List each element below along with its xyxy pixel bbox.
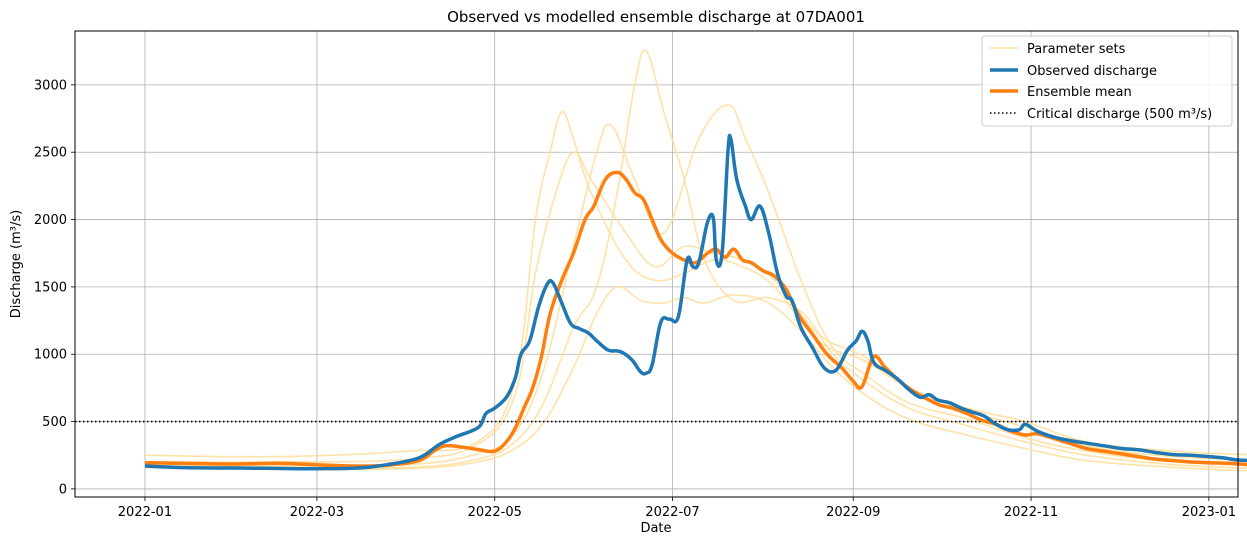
- legend-label-observed: Observed discharge: [1027, 64, 1157, 79]
- x-axis-label: Date: [640, 521, 671, 536]
- parameter-set-line-5: [144, 285, 1247, 472]
- legend-label-parameter-sets: Parameter sets: [1027, 42, 1126, 57]
- x-tick-label: 2022-05: [468, 505, 522, 520]
- x-axis-ticks: 2022-01 2022-03 2022-05 2022-07 2022-09 2022-…: [118, 497, 1236, 520]
- observed-group: [144, 133, 1247, 471]
- ensemble-mean-group: [144, 170, 1247, 468]
- plot-frame: [74, 30, 1239, 498]
- y-axis-ticks: 0 500 1000 1500 2000 2500 3000: [34, 78, 75, 497]
- legend-label-critical: Critical discharge (500 m³/s): [1027, 107, 1212, 122]
- x-tick-label: 2022-01: [118, 505, 172, 520]
- x-tick-label: 2022-11: [1004, 505, 1058, 520]
- legend-box: [981, 35, 1233, 127]
- x-tick-label: 2022-09: [826, 505, 880, 520]
- x-tick-label: 2022-03: [290, 505, 344, 520]
- y-tick-label: 2500: [34, 146, 67, 161]
- y-tick-label: 2000: [34, 213, 67, 228]
- y-tick-label: 1500: [34, 280, 67, 295]
- chart-title: Observed vs modelled ensemble discharge …: [447, 8, 865, 26]
- y-axis-label: Discharge (m³/s): [9, 210, 24, 318]
- y-tick-label: 500: [42, 415, 67, 430]
- legend-label-ensemble-mean: Ensemble mean: [1027, 85, 1132, 100]
- parameter-set-line-4: [144, 49, 1247, 469]
- y-tick-label: 3000: [34, 78, 67, 93]
- x-tick-label: 2023-01: [1182, 505, 1236, 520]
- ensemble-mean-line: [144, 170, 1247, 468]
- y-tick-label: 0: [59, 482, 67, 497]
- legend: Parameter sets Observed discharge Ensemb…: [981, 35, 1233, 127]
- y-tick-label: 1000: [34, 348, 67, 363]
- x-tick-label: 2022-07: [645, 505, 699, 520]
- observed-discharge-line: [144, 133, 1247, 471]
